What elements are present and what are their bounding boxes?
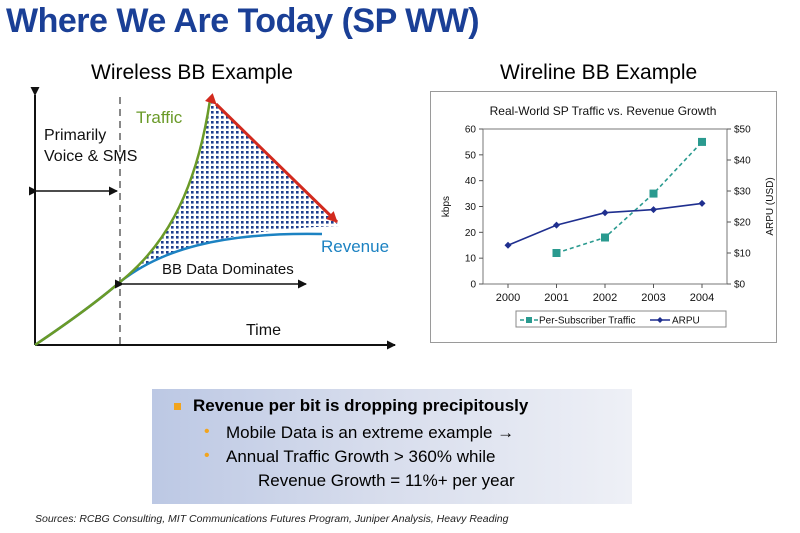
bullet-marker-main bbox=[174, 403, 181, 410]
y-tick-label: 30 bbox=[465, 202, 477, 213]
legend-arpu-label: ARPU bbox=[672, 316, 700, 327]
legend-traffic-marker bbox=[526, 317, 532, 323]
x-tick-label: 2003 bbox=[641, 292, 665, 304]
revenue-label: Revenue bbox=[321, 237, 389, 256]
x-tick-label: 2004 bbox=[690, 292, 714, 304]
y2-axis-label: ARPU (USD) bbox=[765, 177, 776, 235]
series-line bbox=[556, 141, 703, 254]
y2-tick-label: $10 bbox=[734, 249, 751, 260]
arpu-point bbox=[601, 209, 609, 217]
wireline-chart-frame bbox=[430, 91, 777, 343]
arpu-point bbox=[698, 199, 706, 207]
x-tick-label: 2000 bbox=[496, 292, 520, 304]
x-tick-label: 2002 bbox=[593, 292, 617, 304]
legend-box bbox=[515, 310, 727, 328]
traffic-label: Traffic bbox=[136, 108, 183, 127]
plot-area bbox=[482, 128, 728, 285]
arpu-point bbox=[650, 206, 657, 214]
sources-footnote: Sources: RCBG Consulting, MIT Communicat… bbox=[35, 513, 509, 525]
y-tick-label: 0 bbox=[470, 280, 476, 291]
key-points-box bbox=[152, 389, 632, 504]
arpu-point bbox=[504, 241, 512, 249]
bullet-marker-sub2: • bbox=[204, 447, 210, 464]
bullet-marker-sub1: • bbox=[204, 423, 210, 440]
traffic-point bbox=[552, 249, 561, 257]
bullet-sub2: Annual Traffic Growth > 360% while bbox=[226, 447, 496, 466]
y2-tick-label: $0 bbox=[734, 280, 746, 291]
traffic-curve bbox=[34, 99, 212, 347]
x-tick-label: 2001 bbox=[544, 292, 568, 304]
y-tick-label: 50 bbox=[465, 150, 477, 161]
y-tick-label: 40 bbox=[465, 176, 477, 187]
time-label: Time bbox=[246, 322, 281, 339]
y2-tick-label: $50 bbox=[734, 125, 751, 136]
legend-traffic-label: Per-Subscriber Traffic bbox=[539, 316, 636, 327]
arpu-point bbox=[553, 221, 560, 229]
voice-sms-label-line2: Voice & SMS bbox=[44, 148, 137, 165]
bullet-sub1: Mobile Data is an extreme example → bbox=[226, 423, 515, 442]
slide-title: Where We Are Today (SP WW) bbox=[6, 2, 480, 40]
y-tick-label: 10 bbox=[465, 254, 477, 265]
gap-arrow bbox=[205, 93, 339, 224]
y2-tick-label: $20 bbox=[734, 218, 751, 229]
y-axis-label: kbps bbox=[441, 196, 452, 217]
wireline-chart: Real-World SP Traffic vs. Revenue Growth… bbox=[441, 104, 776, 328]
legend-arpu-marker bbox=[657, 317, 663, 323]
y-tick-label: 20 bbox=[465, 228, 477, 239]
chart-title: Real-World SP Traffic vs. Revenue Growth bbox=[490, 104, 717, 118]
y-tick-label: 60 bbox=[465, 125, 477, 136]
wireless-diagram: Primarily Voice & SMS Traffic Revenue BB… bbox=[29, 87, 396, 350]
bullet-sub2-cont: Revenue Growth = 11%+ per year bbox=[258, 471, 515, 490]
y2-tick-label: $40 bbox=[734, 156, 751, 167]
traffic-point bbox=[698, 137, 706, 146]
wireline-subtitle: Wireline BB Example bbox=[500, 61, 698, 84]
traffic-point bbox=[601, 233, 609, 242]
wireless-subtitle: Wireless BB Example bbox=[91, 61, 293, 84]
bb-dominates-label: BB Data Dominates bbox=[162, 261, 294, 278]
bullet-main: Revenue per bit is dropping precipitousl… bbox=[193, 396, 529, 415]
y2-tick-label: $30 bbox=[734, 187, 751, 198]
voice-sms-label-line1: Primarily bbox=[44, 127, 106, 144]
traffic-point bbox=[649, 189, 658, 198]
